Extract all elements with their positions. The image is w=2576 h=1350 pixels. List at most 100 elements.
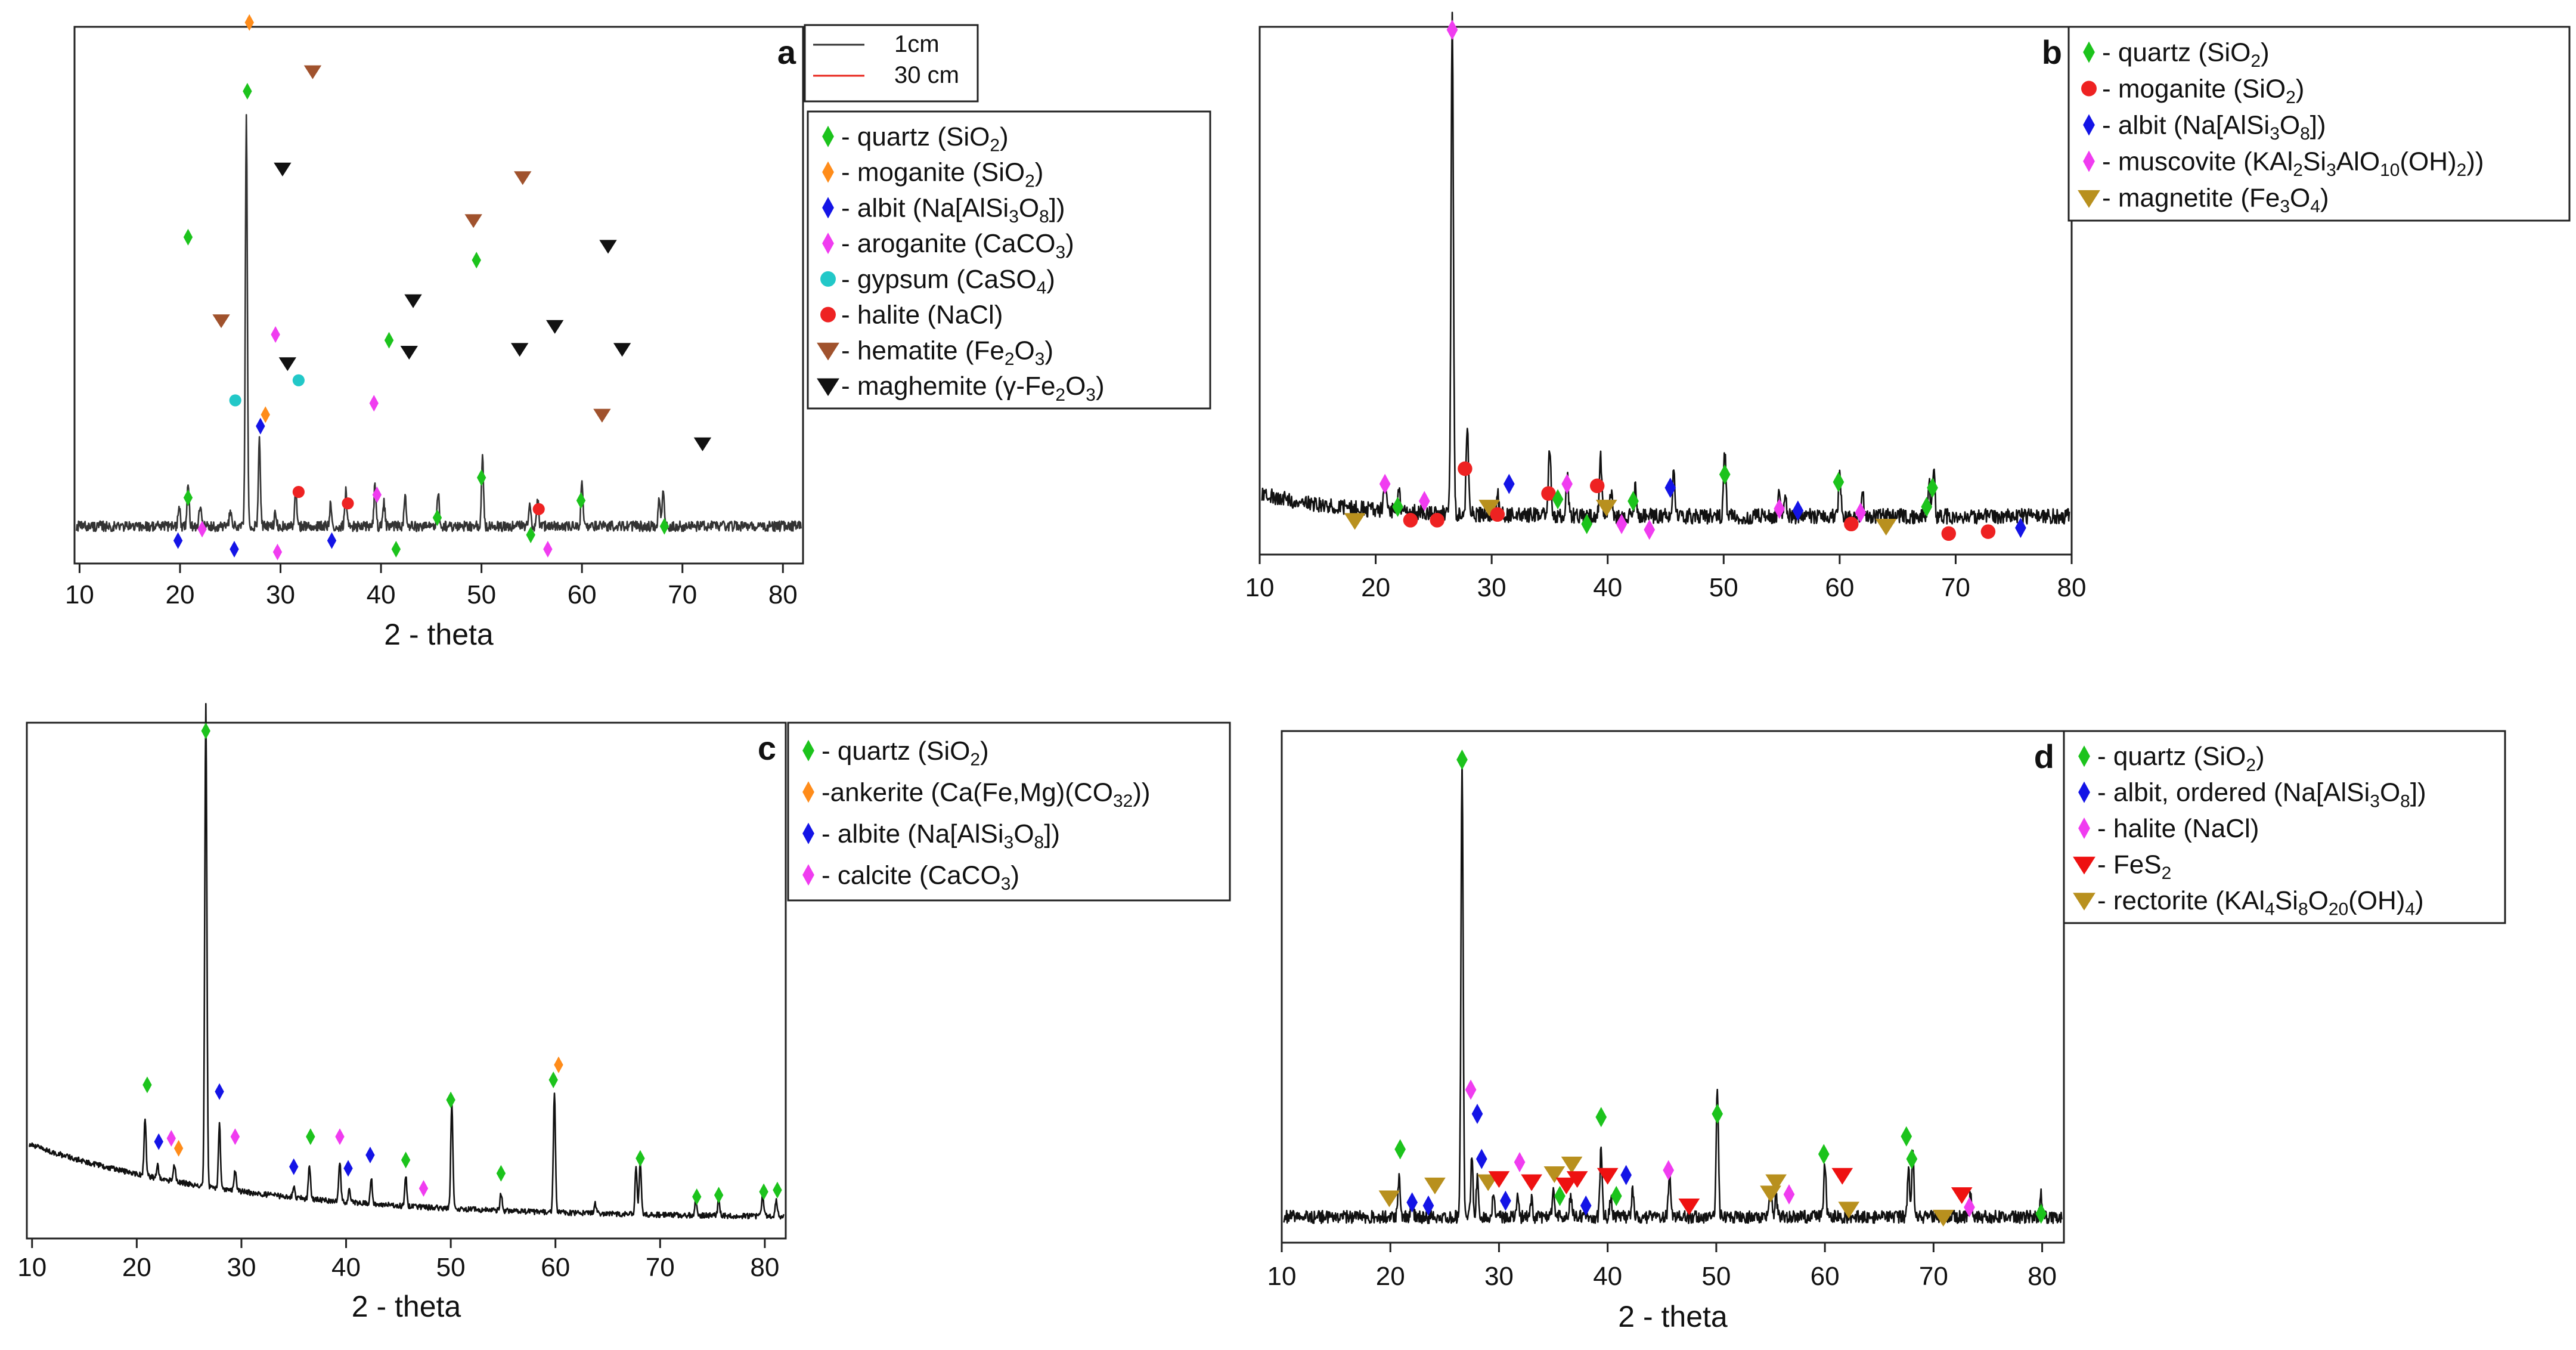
x-tick-label: 30: [1484, 1262, 1514, 1291]
peak-marker-muscovite: [1561, 473, 1573, 494]
legend-marker: [822, 125, 834, 147]
legend-marker: [2083, 114, 2095, 136]
peak-marker-moganite: [1430, 513, 1444, 528]
peak-marker-albit: [1475, 1148, 1487, 1169]
peak-marker-albit: [1580, 1195, 1592, 1216]
x-tick-label: 50: [1701, 1262, 1731, 1291]
legend-entry-text: - quartz (SiO2​): [2097, 742, 2265, 775]
peak-marker-quartz: [692, 1188, 702, 1205]
legend-entry-text: - FeS2​: [2097, 850, 2171, 883]
plot-frame: [73, 26, 804, 565]
peak-marker-calcite: [335, 1128, 345, 1145]
peak-marker-fes2: [1555, 1177, 1577, 1194]
peak-marker-hematite: [303, 65, 322, 79]
peak-marker-maghemite: [274, 162, 292, 177]
peak-marker-quartz: [1595, 1107, 1607, 1128]
series-legend-label: 30 cm: [894, 62, 959, 88]
chart-panel-a: 10 20 30 40 50 60 70 80 2 - theta a 1cm 30 cm - quar…: [65, 14, 1211, 651]
peak-marker-aroganite: [372, 486, 382, 503]
peak-marker-albit: [1406, 1192, 1418, 1213]
peak-marker-albit: [1471, 1104, 1483, 1124]
peak-marker-quartz: [576, 492, 586, 509]
peak-marker-quartz: [1719, 464, 1731, 485]
legend-marker: [822, 197, 834, 219]
legend-entry-text: - albite (Na[AlSi3​O8​]): [822, 819, 1060, 853]
peak-marker-muscovite: [1379, 473, 1391, 494]
phase-legend: [2067, 26, 2571, 222]
peak-marker-moganite: [1490, 507, 1505, 522]
legend-marker: [2083, 41, 2095, 63]
series-legend-label: 1cm: [894, 31, 940, 57]
peak-marker-fes2: [1831, 1168, 1853, 1185]
legend-marker: [2073, 856, 2095, 875]
peak-marker-quartz: [1610, 1185, 1622, 1206]
legend-entry-text: - quartz (SiO2​): [841, 122, 1009, 156]
peak-marker-halite: [1783, 1184, 1795, 1205]
panel-label: a: [777, 33, 796, 71]
peak-marker-hematite: [212, 314, 230, 329]
legend-marker: [802, 781, 814, 803]
peak-marker-quartz: [636, 1150, 645, 1167]
legend-marker: [2078, 818, 2090, 839]
peak-marker-magnetite: [1875, 519, 1897, 536]
peak-marker-quartz: [1927, 478, 1938, 498]
peak-marker-quartz: [1554, 1185, 1566, 1206]
x-tick-label: 60: [1825, 573, 1854, 602]
legend-entry-text: - gypsum (CaSO4​): [841, 265, 1055, 298]
x-tick-label: 80: [768, 580, 798, 609]
peak-marker-quartz: [1456, 750, 1468, 770]
peak-marker-gypsum: [292, 374, 305, 386]
legend-marker: [822, 233, 834, 255]
x-tick-label: 30: [227, 1253, 256, 1282]
legend-entry-text: - halite (NaCl): [2097, 814, 2259, 843]
x-axis-label: 2 - theta: [352, 1290, 461, 1323]
peak-marker-aroganite: [369, 395, 379, 412]
peak-marker-quartz: [476, 469, 486, 486]
x-axis-label: 2 - theta: [384, 618, 494, 651]
peak-marker-quartz: [201, 722, 210, 739]
x-tick-label: 80: [2028, 1262, 2057, 1291]
x-tick-label: 10: [17, 1253, 47, 1282]
x-tick-label: 60: [1811, 1262, 1840, 1291]
peak-marker-maghemite: [404, 294, 422, 308]
peak-marker-maghemite: [693, 437, 712, 451]
peak-marker-albit: [1664, 478, 1676, 498]
legend-entry-text: - calcite (CaCO3​): [822, 860, 1019, 894]
peak-marker-fes2: [1678, 1199, 1700, 1216]
peak-marker-moganite: [1403, 513, 1418, 528]
legend-marker: [2081, 80, 2097, 97]
peak-marker-quartz: [496, 1165, 506, 1182]
peak-marker-quartz: [1921, 497, 1933, 517]
plot-frame: [26, 722, 787, 1240]
x-axis-label: 2 - theta: [1618, 1300, 1728, 1333]
peak-marker-muscovite: [1446, 20, 1458, 40]
peak-marker-albite: [365, 1147, 375, 1163]
x-tick-label: 60: [568, 580, 597, 609]
peak-marker-maghemite: [400, 346, 418, 360]
legend-entry-text: - albit (Na[AlSi3​O8​]): [841, 193, 1065, 227]
peak-marker-halite: [342, 497, 354, 510]
legend-entry-text: - quartz (SiO2​): [2102, 38, 2270, 72]
peak-marker-quartz: [142, 1076, 152, 1094]
peak-marker-maghemite: [613, 343, 631, 357]
legend-entry-text: - albit (Na[AlSi3​O8​]): [2102, 111, 2326, 144]
peak-marker-albit: [1792, 500, 1804, 521]
peak-marker-moganite: [244, 14, 254, 31]
peak-marker-muscovite: [1774, 498, 1785, 519]
peak-marker-quartz: [2035, 1203, 2047, 1224]
peak-marker-magnetite: [1344, 513, 1366, 530]
peak-marker-calcite: [419, 1180, 429, 1197]
plot-frame: [1281, 730, 2065, 1244]
peak-marker-albit: [1620, 1165, 1632, 1185]
legend-marker: [2078, 781, 2090, 803]
peak-marker-moganite: [1941, 526, 1956, 541]
peak-marker-quartz: [391, 541, 401, 558]
peak-marker-quartz: [306, 1128, 315, 1145]
legend-marker: [822, 161, 834, 183]
chart-panel-b: 10 20 30 40 50 60 70 80 b - quartz (SiO2​)- mogan…: [1245, 11, 2571, 602]
chart-panel-c: 10 20 30 40 50 60 70 80 2 - theta c - quartz (SiO2…: [17, 702, 1231, 1323]
peak-marker-ankerite: [554, 1056, 563, 1073]
legend-entry-text: - muscovite (KAl2​Si3​AlO10​(OH)2​)): [2102, 147, 2484, 181]
peak-marker-aroganite: [271, 326, 280, 343]
peak-marker-maghemite: [545, 320, 564, 334]
